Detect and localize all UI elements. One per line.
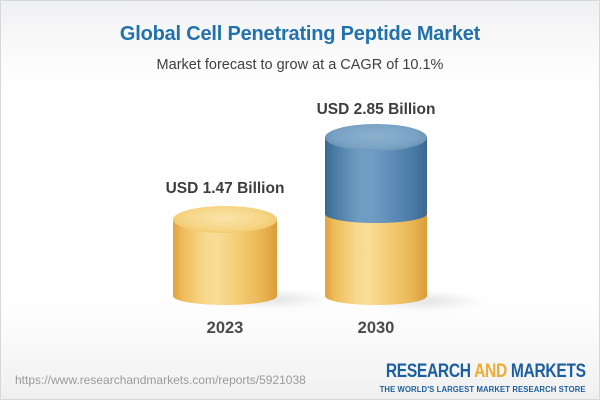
logo-word-and: AND [474,361,508,382]
value-label-2030: USD 2.85 Billion [316,101,436,118]
category-label-2023: 2023 [206,319,244,337]
researchandmarkets-logo: RESEARCH AND MARKETS THE WORLD'S LARGEST… [342,361,586,394]
bar-2030-growth-segment [325,137,427,223]
report-url: https://www.researchandmarkets.com/repor… [15,373,306,387]
bar-2030-cylinder-top [325,124,427,151]
chart-subtitle: Market forecast to grow at a CAGR of 10.… [156,57,444,73]
logo-word-research: RESEARCH [386,361,472,382]
bar-2023-cylinder [173,219,277,305]
logo-word-markets: MARKETS [511,361,586,382]
value-label-2023: USD 1.47 Billion [165,180,285,197]
chart-title: Global Cell Penetrating Peptide Market [119,23,481,45]
category-label-2030: 2030 [357,319,395,337]
bar-2030-base-segment [325,209,427,305]
logo-tagline: THE WORLD'S LARGEST MARKET RESEARCH STOR… [379,384,586,394]
logo-wordmark: RESEARCH AND MARKETS [386,361,586,383]
bar-2023-cylinder-top [173,206,277,233]
